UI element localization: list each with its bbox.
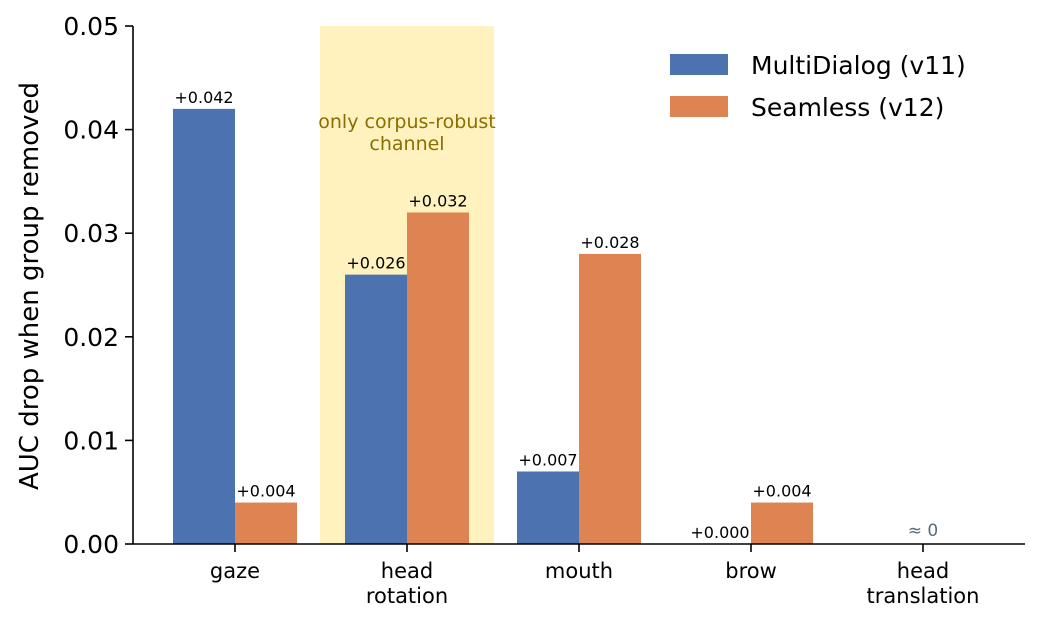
bars-layer: [173, 108, 813, 545]
bar-multidialog-2: [517, 471, 579, 544]
bar-seamless-2: [579, 253, 641, 545]
y-tick-label: 0.05: [63, 12, 119, 41]
y-tick-label: 0.02: [63, 323, 119, 352]
legend-swatch: [670, 54, 728, 75]
legend: MultiDialog (v11) Seamless (v12): [670, 51, 966, 122]
axes-layer: 0.00 0.01 0.02 0.03 0.04 0.05 gaze head rotation…: [63, 12, 1025, 608]
bar-value-label: +0.004: [236, 482, 295, 501]
x-tick-label: brow: [725, 559, 777, 583]
legend-swatch: [670, 96, 728, 117]
bar-seamless-0: [235, 502, 297, 544]
x-tick-label: head rotation: [366, 559, 448, 608]
bar-multidialog-0: [173, 108, 235, 544]
bar-value-label: +0.004: [752, 482, 811, 501]
y-tick-label: 0.00: [63, 530, 119, 559]
y-axis-label: AUC drop when group removed: [15, 82, 45, 490]
bar-multidialog-1: [345, 274, 407, 544]
x-tick-label: head translation: [867, 559, 980, 608]
highlight-annotation: only corpus-robust channel: [318, 111, 495, 155]
bar-seamless-1: [407, 212, 469, 545]
y-tick-label: 0.01: [63, 426, 119, 455]
bar-seamless-3: [751, 502, 813, 544]
legend-label: Seamless (v12): [751, 93, 944, 122]
bar-value-label: +0.042: [174, 88, 233, 107]
y-tick-label: 0.04: [63, 116, 119, 145]
bar-value-label: +0.000: [690, 523, 749, 542]
x-tick-label: gaze: [210, 559, 260, 583]
bar-value-labels-layer: +0.042 +0.026 +0.007 +0.000 +0.004 +0.032 +0.0…: [174, 88, 938, 542]
x-tick-label: mouth: [545, 559, 613, 583]
bar-value-label: +0.026: [346, 254, 405, 273]
bar-value-label: +0.007: [518, 450, 577, 469]
legend-label: MultiDialog (v11): [751, 51, 966, 80]
y-tick-label: 0.03: [63, 219, 119, 248]
approx-zero-annotation: ≈ 0: [908, 521, 938, 541]
bar-value-label: +0.028: [580, 233, 639, 252]
bar-value-label: +0.032: [408, 191, 467, 210]
